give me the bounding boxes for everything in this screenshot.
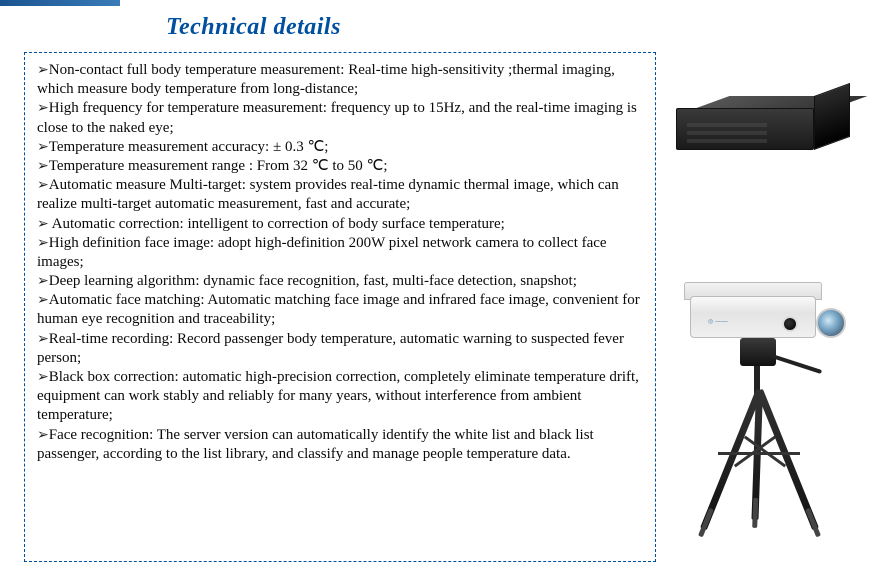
camera-small-lens bbox=[782, 316, 798, 332]
camera-housing bbox=[690, 296, 816, 338]
server-side-face bbox=[814, 83, 850, 150]
tripod-spreader bbox=[718, 452, 800, 455]
detail-item: Temperature measurement accuracy: ± 0.3 … bbox=[37, 138, 645, 157]
detail-item: Black box correction: automatic high-pre… bbox=[37, 368, 645, 426]
technical-details-box: Non-contact full body temperature measur… bbox=[24, 52, 656, 562]
camera-main-lens bbox=[816, 308, 846, 338]
detail-item: Automatic face matching: Automatic match… bbox=[37, 291, 645, 329]
page-title: Technical details bbox=[166, 14, 341, 41]
detail-item: Face recognition: The server version can… bbox=[37, 426, 645, 464]
header-accent-stripe bbox=[0, 0, 120, 6]
detail-item: High definition face image: adopt high-d… bbox=[37, 234, 645, 272]
camera-tripod-image: ◎ —— bbox=[676, 272, 851, 522]
detail-item: Deep learning algorithm: dynamic face re… bbox=[37, 272, 645, 291]
detail-item: High frequency for temperature measureme… bbox=[37, 99, 645, 137]
detail-item: Real-time recording: Record passenger bo… bbox=[37, 330, 645, 368]
detail-item: Automatic correction: intelligent to cor… bbox=[37, 215, 645, 234]
server-box-image bbox=[676, 96, 851, 152]
camera-brand-label: ◎ —— bbox=[708, 318, 728, 325]
tripod-pan-handle bbox=[771, 354, 822, 374]
tripod-mount-head bbox=[740, 338, 776, 366]
detail-item: Automatic measure Multi-target: system p… bbox=[37, 176, 645, 214]
detail-item: Non-contact full body temperature measur… bbox=[37, 61, 645, 99]
server-front-face bbox=[676, 108, 814, 150]
product-images-column: ◎ —— bbox=[676, 96, 856, 556]
tripod-leg bbox=[756, 389, 819, 531]
detail-item: Temperature measurement range : From 32 … bbox=[37, 157, 645, 176]
